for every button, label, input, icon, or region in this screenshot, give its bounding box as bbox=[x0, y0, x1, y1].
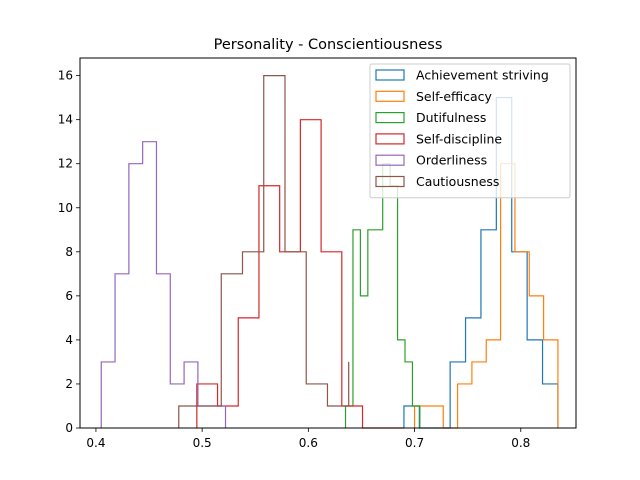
y-tick-label: 14 bbox=[58, 113, 73, 127]
y-tick-label: 2 bbox=[65, 377, 73, 391]
legend-swatch bbox=[375, 133, 405, 145]
y-axis: 0 2 4 6 8 10 12 14 16 bbox=[58, 69, 80, 435]
legend-swatch bbox=[375, 69, 405, 81]
x-tick-label: 0.5 bbox=[193, 436, 212, 450]
y-tick-label: 6 bbox=[65, 289, 73, 303]
y-tick-label: 12 bbox=[58, 157, 73, 171]
plot-frame bbox=[79, 57, 577, 429]
legend-swatch bbox=[375, 154, 405, 166]
y-tick-label: 8 bbox=[65, 245, 73, 259]
histogram-bars bbox=[100, 75, 559, 429]
legend-swatch bbox=[375, 90, 405, 102]
x-tick-label: 0.6 bbox=[299, 436, 318, 450]
x-tick-label: 0.8 bbox=[511, 436, 530, 450]
histogram-series-2 bbox=[344, 163, 421, 428]
legend-label: Dutifulness bbox=[416, 110, 486, 125]
legend-label: Self-efficacy bbox=[416, 89, 493, 104]
histogram-series-4 bbox=[100, 141, 227, 428]
legend-label: Self-discipline bbox=[416, 131, 502, 146]
histogram-series-5 bbox=[178, 75, 350, 428]
x-tick-label: 0.7 bbox=[405, 436, 424, 450]
legend-box bbox=[369, 63, 571, 199]
x-tick-label: 0.4 bbox=[86, 436, 105, 450]
histogram-series-1 bbox=[413, 163, 559, 429]
legend-label: Achievement striving bbox=[416, 68, 549, 83]
y-tick-label: 4 bbox=[65, 333, 73, 347]
legend-label: Cautiousness bbox=[416, 174, 499, 189]
legend-label: Orderliness bbox=[416, 153, 487, 168]
y-tick-label: 16 bbox=[58, 69, 73, 83]
legend-swatch bbox=[375, 175, 405, 188]
y-tick-label: 0 bbox=[65, 421, 73, 435]
legend-swatch bbox=[375, 111, 405, 124]
y-tick-label: 10 bbox=[58, 201, 73, 215]
x-axis: 0.4 0.5 0.6 0.7 0.8 bbox=[86, 428, 530, 450]
legend: Achievement striving Self-efficacy Dutiful… bbox=[369, 63, 571, 199]
chart-title: Personality - Conscientiousness bbox=[214, 37, 443, 53]
